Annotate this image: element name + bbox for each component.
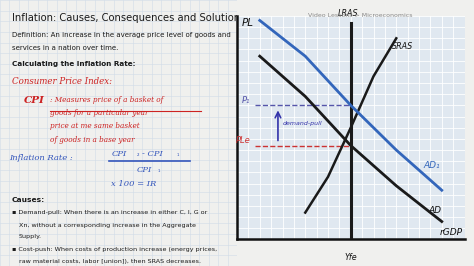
Text: P₁: P₁ [242,96,251,105]
Text: Causes:: Causes: [12,197,45,203]
Text: demand-pull: demand-pull [283,121,322,126]
Text: ₁: ₁ [157,168,160,173]
Text: CPI: CPI [111,150,127,158]
Text: LRAS: LRAS [338,9,359,18]
Text: ▪ Demand-pull: When there is an increase in either C, I, G or: ▪ Demand-pull: When there is an increase… [12,210,207,215]
Text: Supply.: Supply. [19,234,42,239]
Text: Inflation Rate :: Inflation Rate : [9,154,73,162]
Text: - CPI: - CPI [142,150,163,158]
Text: : Measures price of a basket of: : Measures price of a basket of [50,96,163,104]
Text: rGDP: rGDP [439,228,462,237]
Text: goods for a particular year: goods for a particular year [50,109,148,117]
Text: SRAS: SRAS [392,43,413,52]
Text: CPI: CPI [136,166,152,174]
Text: Yfe: Yfe [345,253,357,262]
Text: ₂: ₂ [136,152,139,157]
Text: PLe: PLe [236,136,251,145]
Text: Calculating the Inflation Rate:: Calculating the Inflation Rate: [12,61,136,67]
Text: Inflation: Causes, Consequences and Solutions: Inflation: Causes, Consequences and Solu… [12,13,245,23]
Text: AD: AD [428,206,441,215]
Text: ▪ Cost-push: When costs of production increase (energy prices,: ▪ Cost-push: When costs of production in… [12,247,217,252]
Text: ₁: ₁ [176,152,179,157]
Text: PL: PL [242,18,254,28]
Text: price at me same basket: price at me same basket [50,122,139,130]
Text: AD₁: AD₁ [424,161,440,170]
Text: raw material costs, labor [union]), then SRAS decreases.: raw material costs, labor [union]), then… [19,259,201,264]
Text: Video Lessons > Microeconomics: Video Lessons > Microeconomics [308,14,412,18]
Text: x 100 = IR: x 100 = IR [111,180,156,188]
Text: services in a nation over time.: services in a nation over time. [12,45,118,51]
Text: of goods in a base year: of goods in a base year [50,136,135,144]
Text: Xn, without a corresponding increase in the Aggregate: Xn, without a corresponding increase in … [19,223,196,228]
Text: Definition: An increase in the average price level of goods and: Definition: An increase in the average p… [12,32,230,38]
Text: CPI: CPI [24,96,45,105]
Text: Consumer Price Index:: Consumer Price Index: [12,77,112,86]
